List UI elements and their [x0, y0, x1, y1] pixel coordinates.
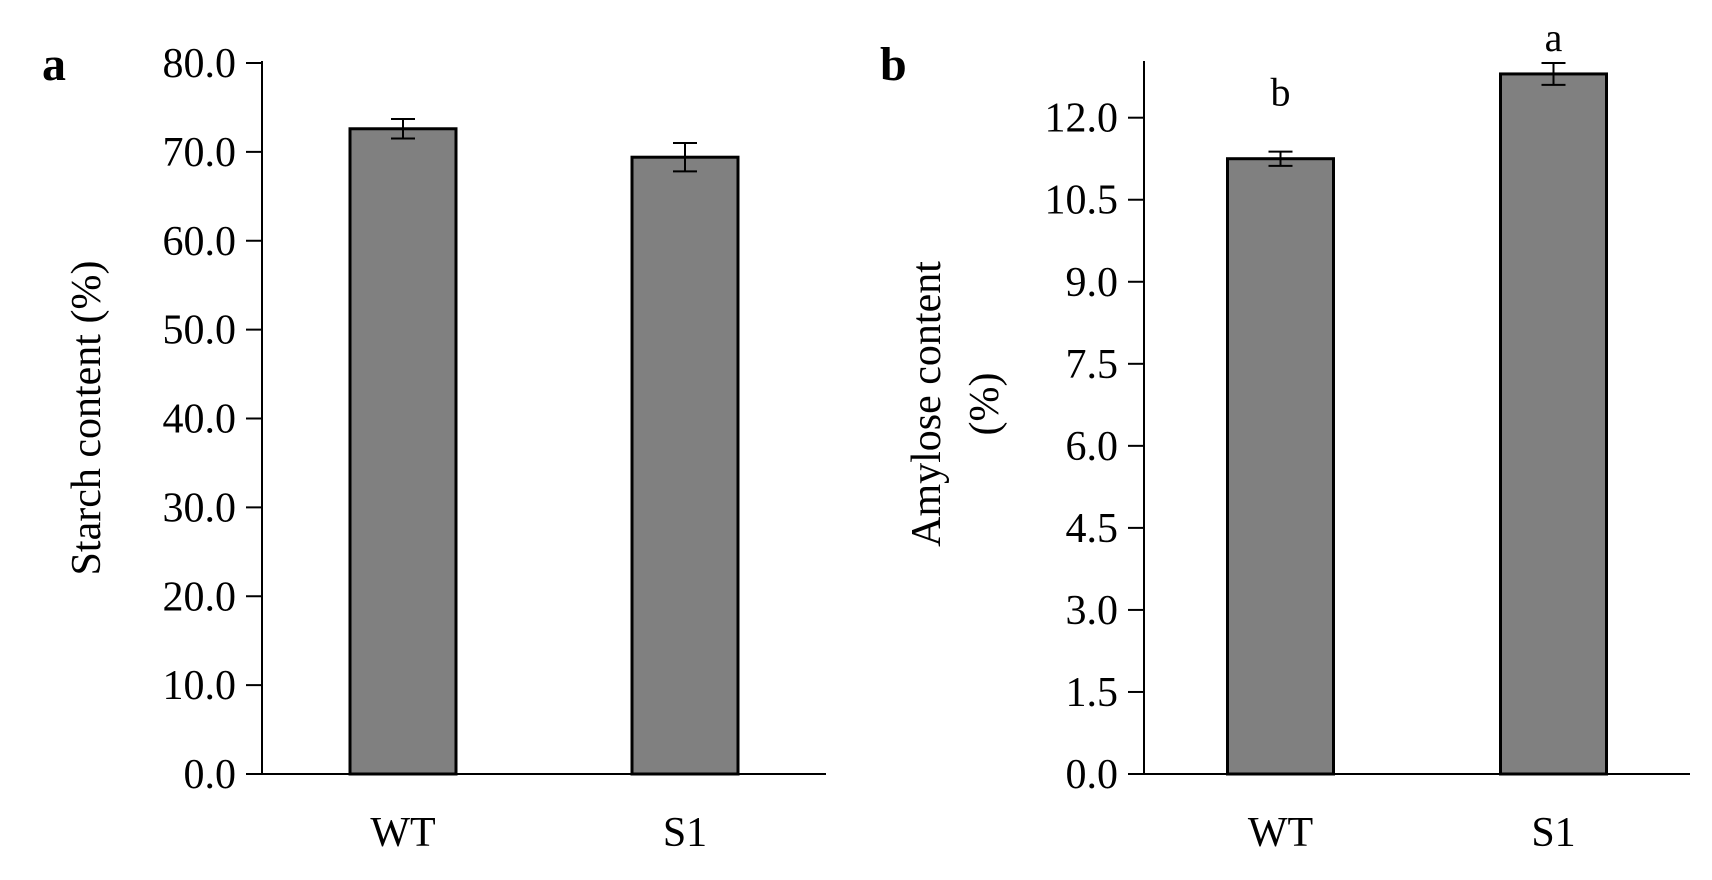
bar-S1	[630, 155, 740, 776]
y-axis-title: Amylose content (%)	[904, 261, 1008, 547]
y-tick-label: 1.5	[1066, 670, 1119, 716]
y-tick-label: 0.0	[184, 752, 237, 798]
bar-S1	[1499, 72, 1608, 776]
y-tick-label: 3.0	[1066, 588, 1119, 634]
error-bar-WT	[391, 117, 415, 140]
y-axis-title-line: Amylose content	[904, 261, 950, 547]
panel-b: b 0.0 1.5 3.0 4.5 6.0 7.5 9.0 10.5 12.0 Amylose co…	[880, 15, 1690, 856]
x-tick-label: S1	[1531, 810, 1575, 856]
panel-label: b	[880, 38, 907, 91]
y-axis-title: Starch content (%)	[64, 261, 110, 576]
y-tick-label: 70.0	[163, 130, 237, 176]
error-bar-S1	[673, 141, 697, 173]
y-tick-label: 6.0	[1066, 424, 1119, 470]
y-tick-label: 9.0	[1066, 260, 1119, 306]
x-tick-label: S1	[663, 810, 707, 856]
significance-label: b	[1271, 70, 1291, 115]
panel-label: a	[42, 38, 66, 91]
y-tick-label: 20.0	[163, 574, 237, 620]
y-axis-title-text: Starch content (%)	[64, 261, 110, 576]
y-tick-label: 12.0	[1045, 96, 1119, 142]
x-tick-label: WT	[1248, 810, 1313, 856]
y-tick-label: 50.0	[163, 308, 237, 354]
y-tick-label: 4.5	[1066, 506, 1119, 552]
y-tick-label: 30.0	[163, 485, 237, 531]
y-tick-label: 10.0	[163, 663, 237, 709]
error-bar-WT	[1268, 150, 1293, 167]
bar-WT	[348, 127, 458, 776]
y-tick-label: 10.5	[1045, 178, 1119, 224]
x-tick-label: WT	[370, 810, 435, 856]
y-tick-label: 40.0	[163, 397, 237, 443]
bar-WT	[1226, 157, 1335, 776]
y-axis-title-line: (%)	[962, 373, 1008, 436]
y-tick-label: 60.0	[163, 219, 237, 265]
significance-label: a	[1545, 15, 1563, 60]
y-tick-label: 0.0	[1066, 752, 1119, 798]
y-tick-label: 7.5	[1066, 342, 1119, 388]
panel-a: a 0.0 10.0 20.0 30.0 40.0 50.0 60.0 70.0 80.0 Star…	[42, 38, 826, 856]
error-bar-S1	[1541, 62, 1566, 86]
y-tick-label: 80.0	[163, 41, 237, 87]
